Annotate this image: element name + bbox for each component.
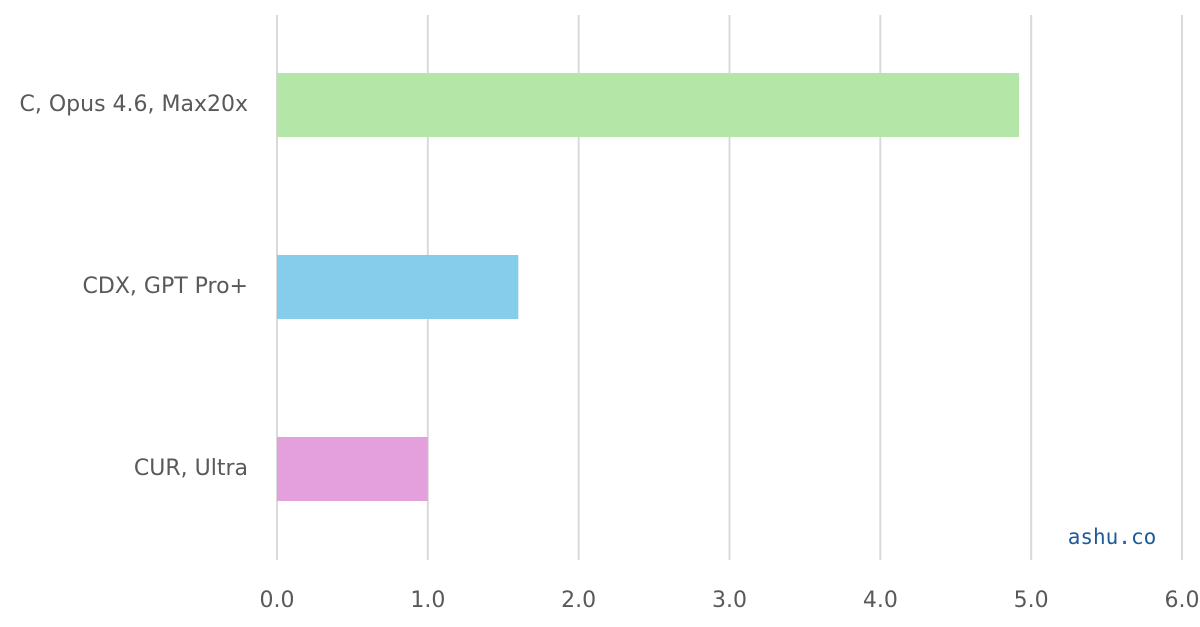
bar [277,73,1020,137]
x-tick-label: 4.0 [863,588,898,613]
x-tick-label: 0.0 [260,588,295,613]
x-tick-label: 2.0 [561,588,596,613]
x-tick-label: 1.0 [410,588,445,613]
y-tick-label: CUR, Ultra [134,456,248,481]
watermark: ashu.co [1068,525,1157,549]
bar [277,437,428,501]
y-tick-label: C, Opus 4.6, Max20x [20,92,249,117]
x-tick-label: 5.0 [1014,588,1049,613]
bar [277,255,519,319]
y-tick-label: CDX, GPT Pro+ [83,274,248,299]
x-tick-label: 6.0 [1165,588,1200,613]
x-tick-label: 3.0 [712,588,747,613]
